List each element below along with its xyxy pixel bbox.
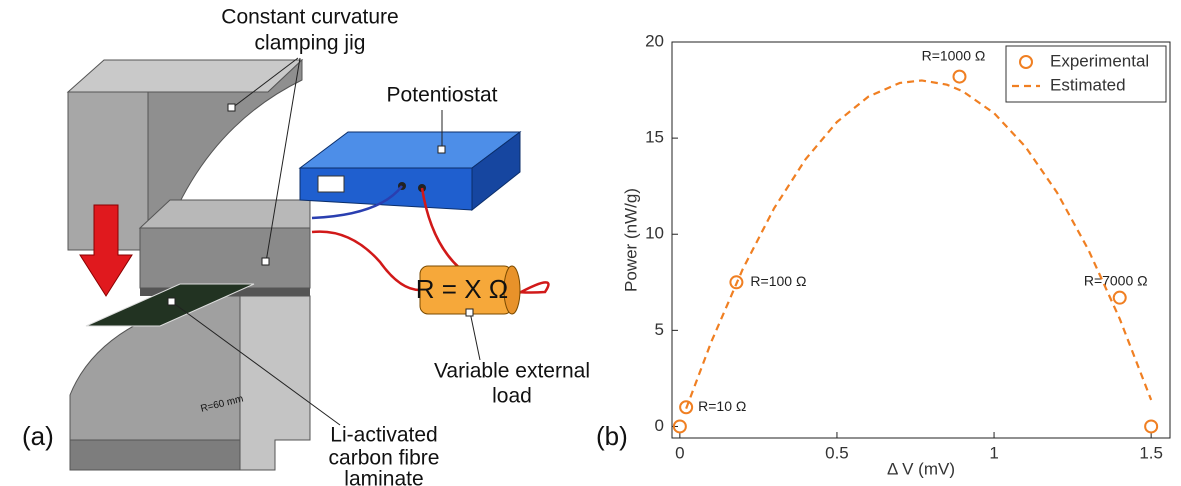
lower-side <box>239 295 311 471</box>
leader <box>171 301 341 426</box>
x-tick-label: 1.5 <box>1139 443 1163 462</box>
potentiostat-label: Potentiostat <box>387 84 498 107</box>
leader <box>469 311 481 361</box>
x-tick-label: 0 <box>675 443 684 462</box>
data-point <box>672 419 687 434</box>
jig-top <box>66 59 304 93</box>
laminate-label: carbon fibre <box>329 447 440 470</box>
meter <box>317 175 345 193</box>
y-tick-label: 15 <box>645 128 664 147</box>
panel-label: (a) <box>22 421 54 451</box>
resistor-end <box>503 265 521 315</box>
load-label: load <box>492 385 532 408</box>
block-top <box>138 199 311 229</box>
data-point <box>1112 290 1127 305</box>
diagram: Constant curvature clamping jig Potentio… <box>66 6 590 486</box>
point-label: R=1000 Ω <box>922 47 986 63</box>
legend-marker <box>1019 55 1033 69</box>
y-tick-label: 10 <box>645 224 664 243</box>
x-tick-label: 1 <box>989 443 998 462</box>
leader-dot <box>167 297 176 306</box>
y-tick-label: 0 <box>655 416 664 435</box>
point-label: R=10 Ω <box>698 398 746 414</box>
data-point <box>952 69 967 84</box>
point-label: R=7000 Ω <box>1084 272 1148 288</box>
leader-dot <box>465 308 474 317</box>
data-point <box>1144 419 1159 434</box>
estimated-line <box>685 79 1153 409</box>
legend-label: Estimated <box>1050 75 1126 94</box>
x-tick-label: 0.5 <box>825 443 849 462</box>
legend-box <box>1005 45 1167 103</box>
leader <box>265 57 301 263</box>
y-tick-label: 5 <box>655 320 664 339</box>
leader-dot <box>261 257 270 266</box>
leader-dot <box>227 103 236 112</box>
press-arrow <box>79 204 133 297</box>
point-label: R=100 Ω <box>750 273 806 289</box>
y-axis-label: Power (nW/g) <box>621 188 640 292</box>
laminate-label: Li-activated <box>330 424 437 447</box>
data-point <box>729 275 744 290</box>
chart: 0 0.5 1 1.5 0 5 10 15 20 Δ V (mV) Power (nW/g) R=10… <box>621 31 1171 478</box>
load-label: Variable external <box>434 360 590 383</box>
leader-dot <box>437 145 446 154</box>
x-axis-label: Δ V (mV) <box>887 459 955 478</box>
wire-blue <box>311 185 403 220</box>
plot-area <box>671 41 1171 439</box>
jig-label: clamping jig <box>255 32 366 55</box>
block-front <box>139 227 311 289</box>
resistor-label: R = X Ω <box>416 274 508 304</box>
panel-label: (b) <box>596 421 628 451</box>
laminate-label: laminate <box>344 468 423 486</box>
y-tick-label: 20 <box>645 31 664 50</box>
wire-red <box>311 230 421 292</box>
potentiostat-side <box>471 131 521 212</box>
data-point <box>679 400 694 415</box>
legend-label: Experimental <box>1050 51 1149 70</box>
jig-label: Constant curvature <box>221 6 398 29</box>
leader <box>231 57 299 109</box>
